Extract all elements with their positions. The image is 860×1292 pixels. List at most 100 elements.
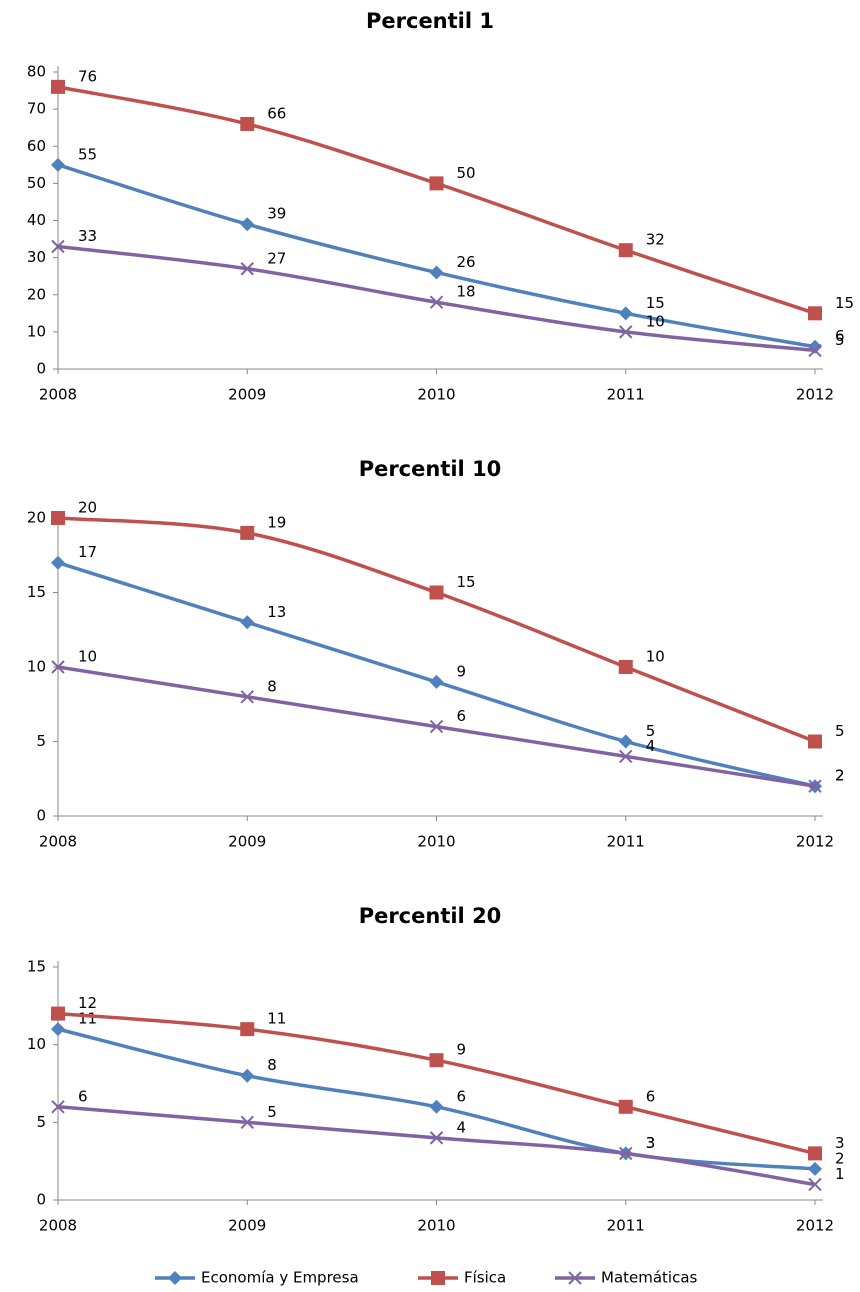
data-label: 18 xyxy=(457,283,476,301)
marker xyxy=(51,1100,65,1114)
series-line xyxy=(57,1105,816,1187)
x-tick-label: 2008 xyxy=(39,833,77,851)
marker xyxy=(240,217,255,232)
marker xyxy=(619,325,633,339)
x-tick-label: 2012 xyxy=(796,386,834,404)
data-label: 10 xyxy=(78,648,97,666)
marker xyxy=(808,1161,822,1176)
x-tick-label: 2008 xyxy=(39,1217,77,1235)
marker xyxy=(808,343,822,358)
y-tick-label: 80 xyxy=(27,63,46,81)
data-label: 20 xyxy=(78,499,97,517)
data-label: 2 xyxy=(835,767,845,785)
marker xyxy=(429,265,444,280)
marker xyxy=(429,719,444,734)
x-tick-label: 2008 xyxy=(39,386,77,404)
x-tick-label: 2010 xyxy=(417,833,455,851)
data-label: 9 xyxy=(457,1041,467,1059)
marker xyxy=(240,525,255,540)
marker xyxy=(240,116,255,131)
marker xyxy=(51,157,65,172)
marker xyxy=(240,1068,255,1083)
legend-label: Economía y Empresa xyxy=(201,1269,359,1287)
data-label: 1 xyxy=(835,1165,845,1183)
marker xyxy=(808,306,822,321)
marker xyxy=(618,734,633,749)
marker xyxy=(808,734,822,749)
x-tick-label: 2012 xyxy=(796,1217,834,1235)
marker xyxy=(808,779,822,793)
y-tick-label: 30 xyxy=(27,248,46,266)
y-tick-label: 15 xyxy=(27,958,46,976)
y-tick-label: 20 xyxy=(27,509,46,527)
data-label: 6 xyxy=(835,327,845,345)
data-label: 5 xyxy=(835,331,845,349)
data-label: 26 xyxy=(457,253,476,271)
marker xyxy=(429,1099,444,1114)
data-label: 9 xyxy=(457,662,467,680)
marker xyxy=(429,585,444,600)
y-tick-label: 70 xyxy=(27,100,46,118)
marker xyxy=(618,243,633,258)
marker xyxy=(51,555,65,570)
data-label: 39 xyxy=(267,205,286,223)
marker xyxy=(619,749,633,764)
marker xyxy=(51,79,65,94)
y-tick-label: 20 xyxy=(27,285,46,303)
data-label: 11 xyxy=(267,1010,286,1028)
series-line xyxy=(57,244,816,353)
x-tick-label: 2009 xyxy=(228,386,266,404)
x-tick-label: 2009 xyxy=(228,1217,266,1235)
x-tick-label: 2010 xyxy=(417,386,455,404)
marker xyxy=(429,674,444,689)
data-label: 6 xyxy=(646,1087,656,1105)
marker xyxy=(429,1053,444,1068)
y-tick-label: 60 xyxy=(27,137,46,155)
data-label: 5 xyxy=(835,722,845,740)
data-label: 5 xyxy=(646,722,656,740)
x-tick-label: 2010 xyxy=(417,1217,455,1235)
data-label: 10 xyxy=(646,312,665,330)
data-label: 8 xyxy=(267,1056,277,1074)
marker xyxy=(618,1099,633,1114)
marker xyxy=(429,1131,444,1145)
marker xyxy=(429,176,444,191)
data-label: 4 xyxy=(457,1118,467,1136)
marker xyxy=(51,1022,65,1037)
data-label: 4 xyxy=(646,737,656,755)
marker xyxy=(51,1006,65,1021)
y-tick-label: 40 xyxy=(27,211,46,229)
data-label: 50 xyxy=(457,164,476,182)
data-label: 12 xyxy=(78,994,97,1012)
marker xyxy=(240,1115,254,1130)
data-label: 2 xyxy=(835,767,845,785)
data-label: 6 xyxy=(457,707,467,725)
data-label: 27 xyxy=(267,249,286,267)
x-tick-label: 2011 xyxy=(607,386,645,404)
series-line xyxy=(57,163,816,349)
marker xyxy=(431,1271,445,1285)
data-label: 3 xyxy=(835,1134,845,1152)
series-line xyxy=(57,516,816,744)
data-label: 15 xyxy=(835,294,854,312)
data-label: 66 xyxy=(267,104,286,122)
legend-label: Matemáticas xyxy=(601,1269,698,1287)
data-label: 3 xyxy=(646,1134,656,1152)
marker xyxy=(240,615,255,630)
data-label: 6 xyxy=(78,1087,88,1105)
data-label: 6 xyxy=(457,1087,467,1105)
marker xyxy=(808,1146,822,1161)
marker xyxy=(240,690,254,704)
data-label: 2 xyxy=(835,1149,845,1167)
x-tick-label: 2009 xyxy=(228,833,266,851)
marker xyxy=(568,1271,582,1285)
marker xyxy=(618,306,633,321)
y-tick-label: 50 xyxy=(27,174,46,192)
marker xyxy=(51,511,65,525)
y-tick-label: 10 xyxy=(27,658,46,676)
y-tick-label: 5 xyxy=(36,732,46,750)
data-label: 55 xyxy=(78,145,97,163)
y-tick-label: 0 xyxy=(36,360,46,378)
marker xyxy=(808,1177,822,1192)
data-label: 17 xyxy=(78,543,97,561)
